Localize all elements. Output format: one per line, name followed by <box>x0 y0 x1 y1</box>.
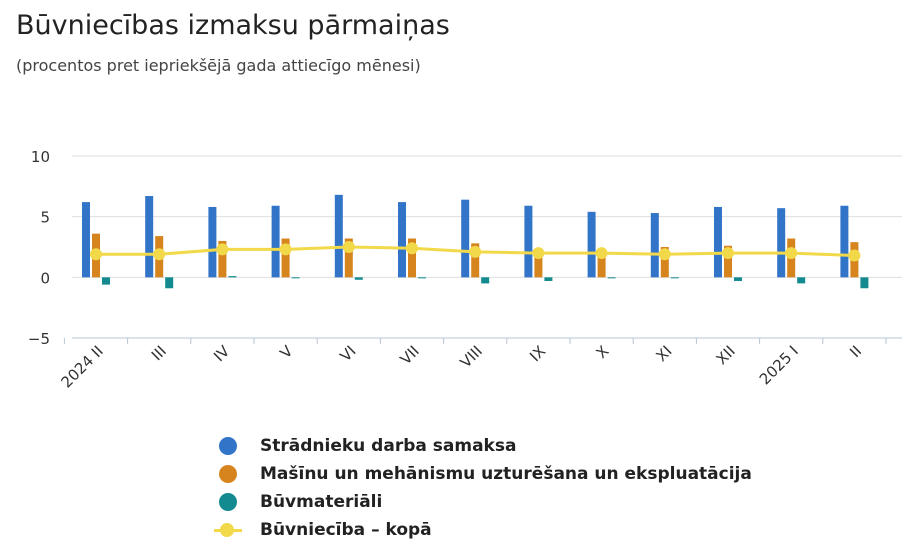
legend-label-materials: Būvmateriāli <box>260 492 383 512</box>
x-tick-label: II <box>846 342 865 361</box>
chart-subtitle: (procentos pret iepriekšējā gada attiecī… <box>16 56 421 75</box>
chart-title: Būvniecības izmaksu pārmaiņas <box>16 10 450 41</box>
point-total <box>90 248 102 261</box>
legend-marker-materials <box>214 492 254 512</box>
bar-machinery <box>660 247 669 278</box>
bar-labor <box>398 202 406 278</box>
bar-materials <box>860 277 869 289</box>
y-tick-label: 5 <box>40 209 50 227</box>
bar-labor <box>461 199 470 278</box>
bar-machinery <box>534 250 543 278</box>
legend-marker-machinery <box>214 464 254 484</box>
x-tick-label: IX <box>526 342 549 365</box>
point-total <box>722 247 734 260</box>
bar-machinery <box>724 245 732 278</box>
bar-machinery <box>597 254 606 278</box>
legend-label-total: Būvniecība – kopā <box>260 520 432 540</box>
bar-machinery <box>281 238 290 278</box>
y-tick-label: −5 <box>28 330 50 348</box>
bar-materials <box>165 277 174 289</box>
point-total <box>279 243 292 256</box>
bar-materials <box>102 277 110 285</box>
bar-labor <box>145 196 154 278</box>
bar-machinery <box>408 238 416 278</box>
legend-label-labor: Strādnieku darba samaksa <box>260 436 517 456</box>
bar-labor <box>650 213 659 278</box>
bar-labor <box>82 202 90 278</box>
bar-materials <box>291 277 300 279</box>
legend-marker-total <box>214 520 254 540</box>
point-total <box>595 247 608 260</box>
chart-plot: 10 5 0 −5 2024 II III IV V VI VII VIII IX X XI XII 2025… <box>28 148 902 391</box>
point-total <box>153 248 166 261</box>
x-tick-label: XII <box>713 342 739 368</box>
x-tick-label: 2024 II <box>57 342 106 391</box>
legend-item-materials[interactable]: Būvmateriāli <box>214 488 752 516</box>
legend-item-total[interactable]: Būvniecība – kopā <box>214 516 752 544</box>
x-tick-label: V <box>276 342 297 363</box>
bar-materials <box>670 277 679 279</box>
chart-legend: Strādnieku darba samaksa Mašīnu un mehān… <box>214 432 752 544</box>
bar-materials <box>354 277 363 280</box>
point-total <box>785 247 798 260</box>
bar-materials <box>418 277 426 279</box>
bar-materials <box>607 277 616 279</box>
point-total <box>658 248 671 261</box>
bar-labor <box>271 205 280 278</box>
x-tick-label: 2025 I <box>756 342 802 388</box>
x-tick-label: VII <box>397 342 423 368</box>
y-tick-label: 0 <box>40 269 50 287</box>
x-tick-label: VI <box>337 342 360 365</box>
x-tick-label: XI <box>653 342 676 365</box>
bar-labor <box>840 205 849 278</box>
legend-label-machinery: Mašīnu un mehānismu uzturēšana un eksplu… <box>260 464 752 484</box>
bar-labor <box>208 206 217 278</box>
bar-materials <box>481 277 490 284</box>
point-total <box>342 241 355 253</box>
bar-labor <box>334 194 343 278</box>
bar-labor <box>524 205 533 278</box>
bar-machinery <box>218 240 227 278</box>
bar-machinery <box>471 243 480 278</box>
bar-labor <box>777 208 786 278</box>
y-tick-label: 10 <box>31 148 50 166</box>
point-total <box>406 242 418 255</box>
bar-materials <box>734 277 742 281</box>
legend-marker-labor <box>214 436 254 456</box>
legend-item-labor[interactable]: Strādnieku darba samaksa <box>214 432 752 460</box>
point-total <box>216 243 229 256</box>
bar-materials <box>544 277 553 281</box>
x-tick-label: VIII <box>457 342 486 371</box>
x-tick-label: IV <box>210 342 234 366</box>
x-tick-label: X <box>592 342 612 362</box>
bar-labor <box>587 211 596 278</box>
bar-materials <box>228 276 237 278</box>
point-total <box>469 245 482 258</box>
point-total <box>848 249 861 262</box>
bar-labor <box>714 206 722 278</box>
x-tick-label: III <box>148 342 170 364</box>
bar-materials <box>797 277 806 284</box>
legend-item-machinery[interactable]: Mašīnu un mehānismu uzturēšana un eksplu… <box>214 460 752 488</box>
bar-machinery <box>344 238 353 278</box>
point-total <box>532 247 545 260</box>
